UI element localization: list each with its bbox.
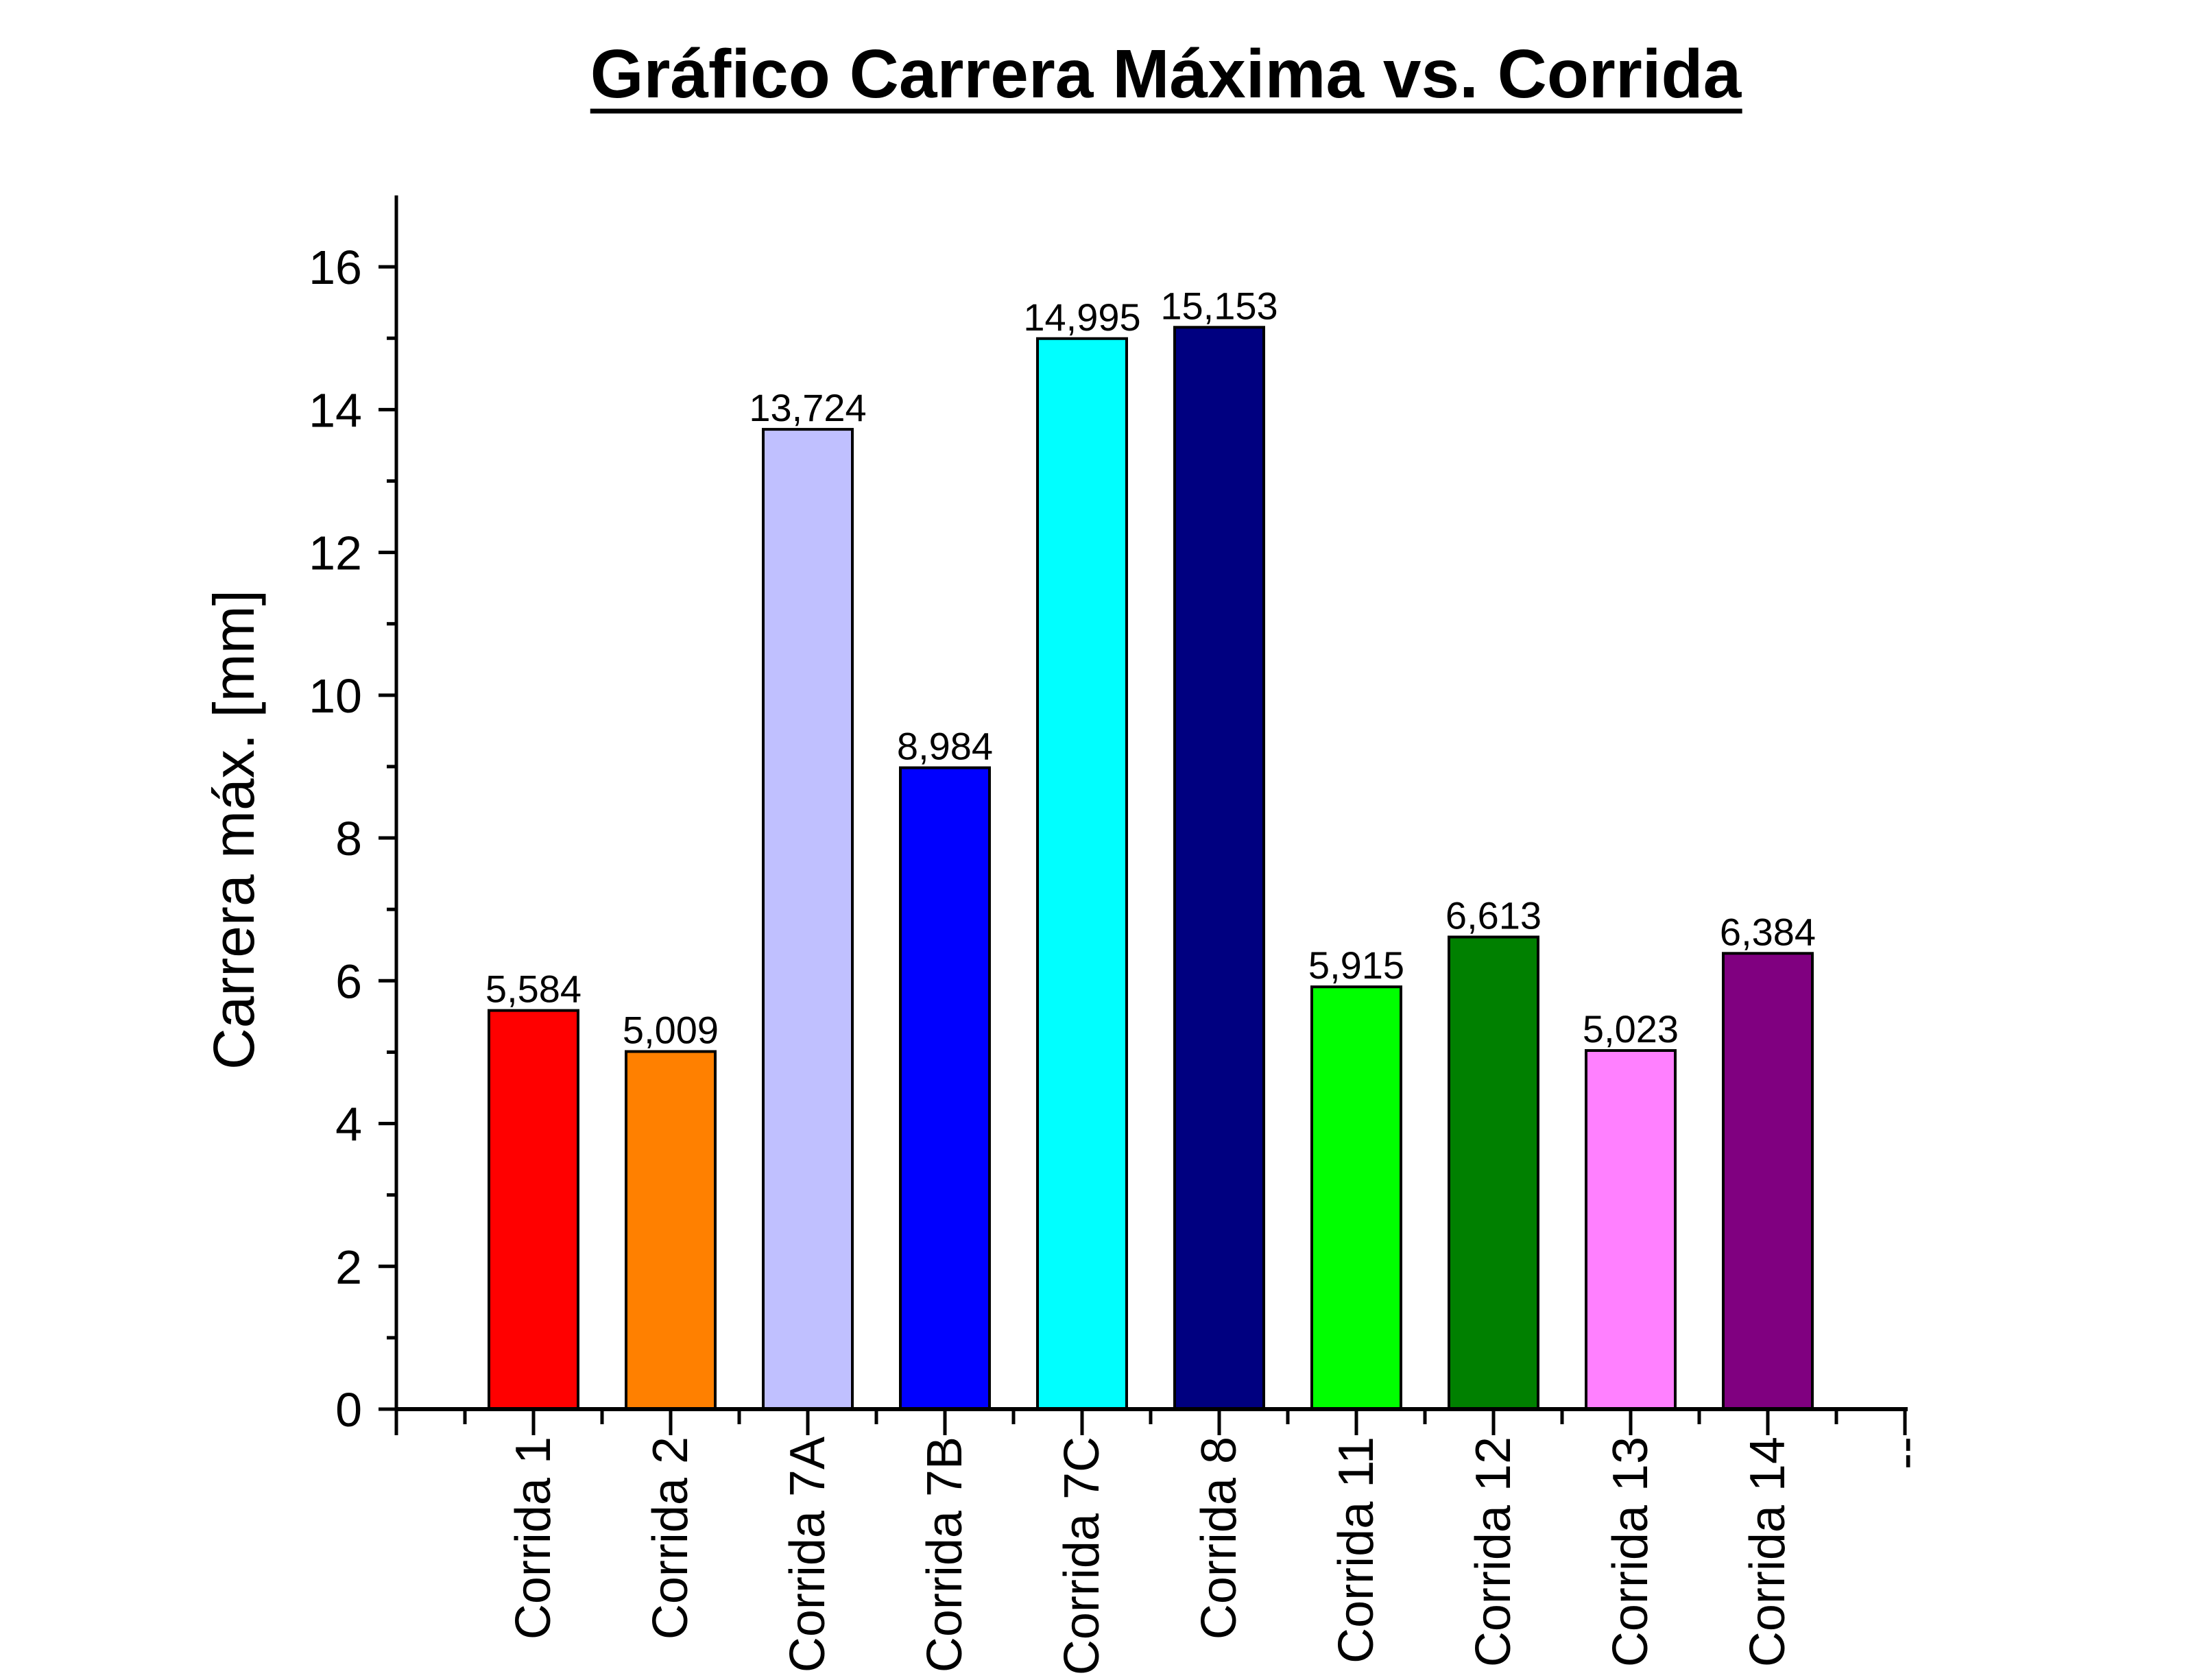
plot-area: 5,584 5,009 13,724 8,984 14,995 15,153 5,915 6,… [309, 195, 1932, 1675]
data-label: 5,023 [1583, 1007, 1679, 1051]
data-label: 8,984 [897, 725, 993, 768]
y-tick-label: 6 [335, 955, 362, 1008]
x-tick-label: Corrida 8 [1192, 1437, 1247, 1640]
y-tick-label: 16 [309, 241, 362, 294]
y-tick-label: 2 [335, 1240, 362, 1294]
data-label: 6,613 [1446, 893, 1542, 937]
x-tick-label: Corrida 12 [1466, 1437, 1521, 1667]
data-label: 13,724 [749, 386, 866, 429]
x-tick-label: Corrida 2 [643, 1437, 698, 1640]
bar-corrida-7c [1036, 337, 1128, 1411]
x-tick-label: Corrida 7B [917, 1437, 972, 1672]
x-tick-label: Corrida 13 [1603, 1437, 1658, 1667]
x-tick-label: -- [1878, 1437, 1932, 1469]
bar-corrida-11 [1310, 985, 1402, 1411]
data-label: 14,995 [1023, 296, 1140, 339]
x-tick-label: Corrida 11 [1329, 1437, 1384, 1664]
x-tick-label: Corrida 7A [780, 1437, 835, 1672]
x-tick-label: Corrida 7C [1055, 1437, 1110, 1675]
bar-corrida-7b [899, 766, 991, 1411]
bar-corrida-1 [488, 1009, 579, 1411]
bar-corrida-13 [1585, 1049, 1677, 1411]
data-label: 15,153 [1160, 284, 1278, 327]
y-tick-label: 0 [335, 1383, 362, 1437]
y-tick-label: 14 [309, 383, 362, 437]
data-label: 5,915 [1308, 944, 1404, 987]
bar-corrida-14 [1722, 952, 1814, 1411]
bar-corrida-2 [625, 1050, 717, 1411]
bar-corrida-7a [762, 428, 854, 1411]
chart-title: Gráfico Carrera Máxima vs. Corrida [590, 36, 1742, 112]
y-tick-label: 8 [335, 812, 362, 865]
x-tick-label: Corrida 14 [1740, 1437, 1795, 1667]
y-tick-label: 10 [309, 669, 362, 723]
y-tick-label: 4 [335, 1098, 362, 1151]
data-label: 5,009 [623, 1008, 719, 1051]
x-tick-label: Corrida 1 [506, 1437, 561, 1640]
data-label: 6,384 [1720, 910, 1816, 953]
y-tick-label: 12 [309, 527, 362, 580]
data-label: 5,584 [485, 968, 581, 1011]
y-axis-label: Carrera máx. [mm] [202, 590, 266, 1070]
bar-corrida-8 [1173, 326, 1265, 1411]
bar-corrida-12 [1448, 935, 1539, 1411]
